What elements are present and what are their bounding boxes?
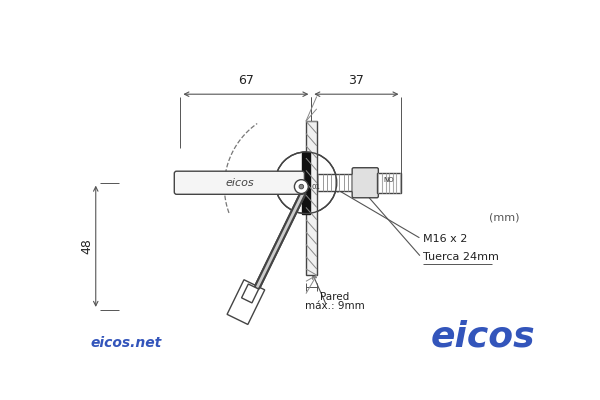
- FancyBboxPatch shape: [174, 171, 304, 194]
- Text: 01: 01: [311, 184, 320, 190]
- Circle shape: [299, 184, 304, 189]
- Text: 48: 48: [80, 238, 93, 254]
- Bar: [302, 152, 310, 214]
- Bar: [377, 173, 401, 193]
- Text: eicos: eicos: [431, 320, 535, 354]
- Text: 67: 67: [238, 74, 254, 86]
- Text: eicos.net: eicos.net: [91, 336, 161, 350]
- Text: M16 x 2: M16 x 2: [423, 234, 467, 244]
- Bar: [317, 174, 354, 191]
- Text: 37: 37: [349, 74, 364, 86]
- Text: NO: NO: [384, 177, 394, 183]
- Text: Pared: Pared: [320, 292, 349, 302]
- Bar: [306, 121, 317, 275]
- Polygon shape: [242, 284, 259, 303]
- Circle shape: [275, 152, 337, 214]
- Circle shape: [295, 180, 308, 194]
- Text: máx.: 9mm: máx.: 9mm: [305, 301, 364, 311]
- Text: Tuerca 24mm: Tuerca 24mm: [423, 252, 499, 262]
- Text: eicos: eicos: [225, 178, 254, 188]
- Text: (mm): (mm): [488, 212, 519, 222]
- FancyBboxPatch shape: [352, 168, 379, 198]
- Polygon shape: [227, 280, 265, 324]
